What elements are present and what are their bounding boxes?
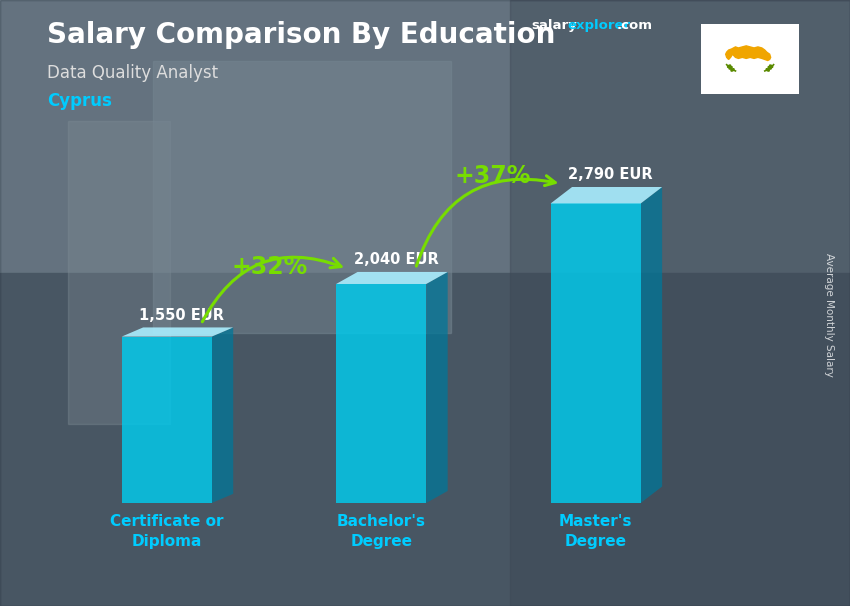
Polygon shape [122,327,233,336]
Text: 2,040 EUR: 2,040 EUR [354,252,439,267]
Bar [551,204,641,503]
Text: salary: salary [531,19,577,32]
Text: Salary Comparison By Education: Salary Comparison By Education [47,21,555,49]
Polygon shape [426,272,448,503]
Polygon shape [212,327,233,503]
Ellipse shape [769,65,773,67]
Polygon shape [336,272,448,284]
Polygon shape [641,187,662,503]
Ellipse shape [729,67,732,69]
Ellipse shape [728,65,731,67]
Text: Cyprus: Cyprus [47,92,111,110]
Bar [153,61,450,333]
Polygon shape [551,187,662,204]
Text: 1,550 EUR: 1,550 EUR [139,308,224,322]
Bar [0,0,850,273]
Text: Data Quality Analyst: Data Quality Analyst [47,64,218,82]
Text: 2,790 EUR: 2,790 EUR [569,167,653,182]
Text: +32%: +32% [231,255,308,279]
Bar [0,273,850,606]
Text: Average Monthly Salary: Average Monthly Salary [824,253,834,377]
Bar [122,336,212,503]
Bar [510,0,850,606]
Bar [336,284,426,503]
Ellipse shape [768,67,771,69]
Ellipse shape [731,68,734,71]
Text: .com: .com [616,19,652,32]
Text: +37%: +37% [455,164,531,188]
Polygon shape [726,46,771,61]
Text: explorer: explorer [568,19,631,32]
Ellipse shape [766,68,769,71]
Bar [68,121,170,424]
